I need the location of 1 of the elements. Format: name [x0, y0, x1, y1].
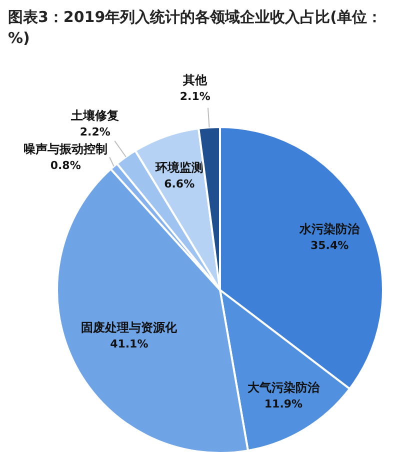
chart-title: 图表3：2019年列入统计的各领域企业收入占比(单位：%)	[8, 8, 382, 47]
